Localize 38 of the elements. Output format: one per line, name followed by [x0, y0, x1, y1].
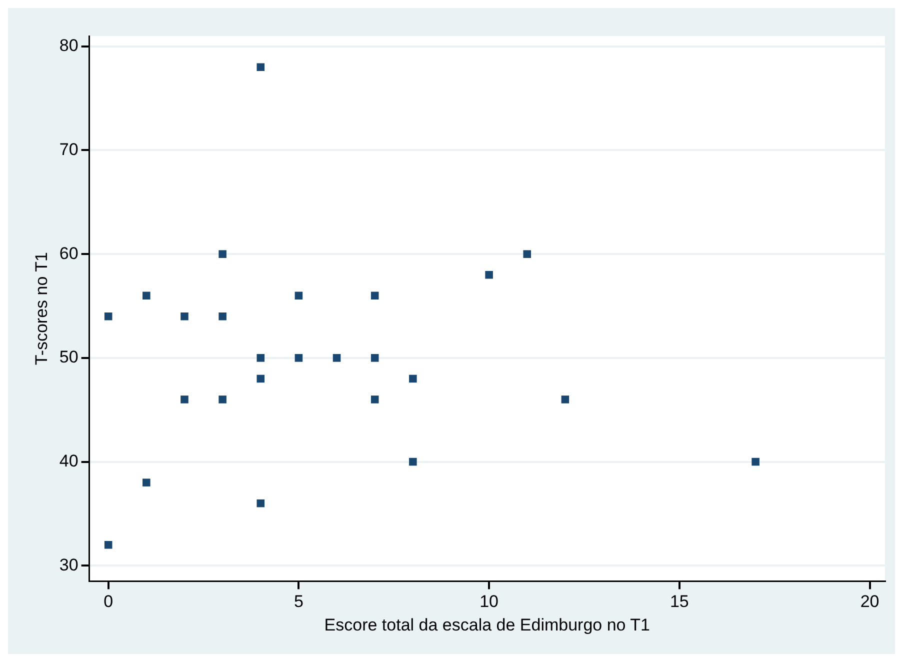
point: [142, 478, 150, 486]
point: [104, 312, 112, 320]
x-tick-label: 5: [294, 592, 304, 612]
x-tick-label: 10: [480, 592, 499, 612]
point: [142, 292, 150, 300]
y-tick-label: 40: [59, 451, 78, 470]
point: [370, 354, 379, 362]
x-axis-title: Escore total da escala de Edimburgo no T1: [324, 615, 650, 634]
point: [180, 312, 188, 320]
point: [256, 499, 265, 508]
y-tick-label: 80: [59, 36, 78, 56]
y-axis-title: T-scores no T1: [32, 252, 51, 366]
point: [294, 354, 303, 362]
point: [256, 354, 265, 362]
point: [752, 458, 760, 466]
point: [218, 396, 226, 404]
point: [370, 396, 379, 404]
point: [180, 396, 188, 404]
point: [294, 292, 303, 300]
point: [256, 374, 265, 383]
point: [218, 312, 226, 320]
y-tick-label: 30: [59, 555, 78, 574]
y-tick-label: 50: [59, 348, 78, 367]
y-tick-label: 70: [59, 140, 78, 159]
x-tick-label: 20: [860, 592, 880, 612]
point: [561, 396, 570, 404]
point: [218, 250, 226, 258]
point: [409, 374, 417, 383]
point: [409, 458, 417, 466]
y-tick-label: 60: [59, 244, 78, 263]
point: [370, 292, 379, 300]
point: [485, 270, 493, 279]
point: [256, 63, 265, 72]
point: [523, 250, 532, 258]
x-tick-label: 0: [104, 592, 114, 612]
point: [104, 540, 112, 549]
x-tick-label: 15: [670, 592, 689, 612]
point: [332, 354, 341, 362]
